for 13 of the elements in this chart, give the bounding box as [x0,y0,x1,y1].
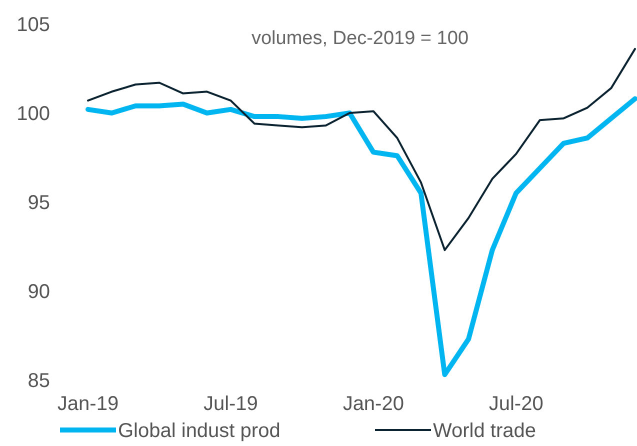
line-series [87,48,636,252]
y-tick-label: 85 [28,370,50,392]
x-tick-label: Jul-19 [203,393,258,415]
y-tick-label: 105 [16,14,50,36]
x-tick-label: Jan-19 [57,393,119,415]
y-tick-label: 95 [28,192,50,214]
legend-label: Global indust prod [118,420,280,442]
x-tick-label: Jan-20 [342,393,404,415]
y-tick-label: 90 [28,281,50,303]
x-tick-label: Jul-20 [488,393,544,415]
chart-title: volumes, Dec-2019 = 100 [251,28,469,49]
legend-label: World trade [433,420,536,442]
y-tick-label: 100 [16,103,50,125]
